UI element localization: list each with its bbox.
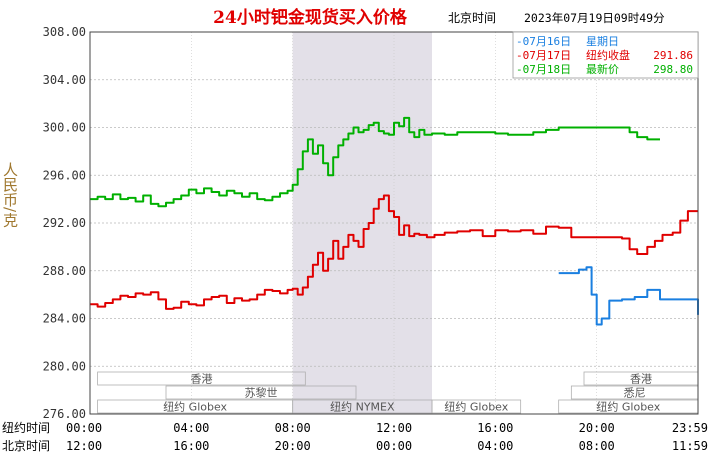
y-axis-label: 人民币/克 <box>1 162 19 228</box>
x-tick-label: 11:59 <box>672 439 708 453</box>
series-line <box>90 116 660 208</box>
y-tick-label: 296.00 <box>43 168 86 182</box>
y-tick-label: 284.00 <box>43 312 86 326</box>
x-tick-label: 00:00 <box>66 421 102 435</box>
y-tick-label: 304.00 <box>43 73 86 87</box>
x-tick-label: 16:00 <box>477 421 513 435</box>
legend-entry-value: 298.80 <box>653 63 693 76</box>
legend-entry-value: 291.86 <box>653 49 693 62</box>
time-label: 北京时间 <box>448 11 496 25</box>
series-line <box>90 194 698 310</box>
y-tick-label: 300.00 <box>43 121 86 135</box>
y-tick-label: 276.00 <box>43 407 86 421</box>
market-label: 纽约 Globex <box>444 400 508 414</box>
x-tick-label: 08:00 <box>579 439 615 453</box>
x-tick-label: 04:00 <box>477 439 513 453</box>
legend-entry-name: 纽约收盘 <box>586 48 630 62</box>
legend-entry-name: 最新价 <box>586 62 619 76</box>
y-tick-label: 292.00 <box>43 216 86 230</box>
x-tick-label: 20:00 <box>579 421 615 435</box>
series-line <box>558 266 699 326</box>
x-tick-label: 04:00 <box>173 421 209 435</box>
x-tick-label: 08:00 <box>275 421 311 435</box>
market-label: 香港 <box>630 373 652 386</box>
x-row-label: 纽约时间 <box>2 420 50 435</box>
y-tick-label: 308.00 <box>43 25 86 39</box>
market-session: 苏黎世 <box>165 386 357 400</box>
x-tick-label: 16:00 <box>173 439 209 453</box>
market-label: 香港 <box>190 373 212 386</box>
legend-entry-name: 星期日 <box>586 35 619 48</box>
x-tick-label: 00:00 <box>376 439 412 453</box>
x-row-label: 北京时间 <box>2 439 50 453</box>
x-tick-label: 20:00 <box>275 439 311 453</box>
x-tick-label: 12:00 <box>66 439 102 453</box>
market-label: 悉尼 <box>624 387 646 400</box>
market-label: 纽约 Globex <box>163 400 227 414</box>
y-tick-label: 288.00 <box>43 264 86 278</box>
market-session: 纽约 Globex <box>431 400 522 414</box>
chart-title: 24小时钯金现货买入价格 <box>213 7 408 28</box>
market-label: 苏黎世 <box>245 386 278 400</box>
legend-entry-date: -07月16日 <box>516 35 571 48</box>
x-tick-label: 23:59 <box>672 421 708 435</box>
y-tick-label: 280.00 <box>43 359 86 373</box>
legend: -07月16日 星期日 -07月17日 纽约收盘 291.86 -07月18日 最新价 298… <box>512 31 699 79</box>
timestamp: 2023年07月19日09时49分 <box>524 11 665 25</box>
legend-entry-date: -07月18日 <box>516 63 571 76</box>
x-tick-label: 12:00 <box>376 421 412 435</box>
market-session: 香港 <box>97 371 306 386</box>
market-label: 纽约 Globex <box>596 400 660 414</box>
legend-entry-date: -07月17日 <box>516 49 571 62</box>
market-label: 纽约 NYMEX <box>330 400 395 414</box>
